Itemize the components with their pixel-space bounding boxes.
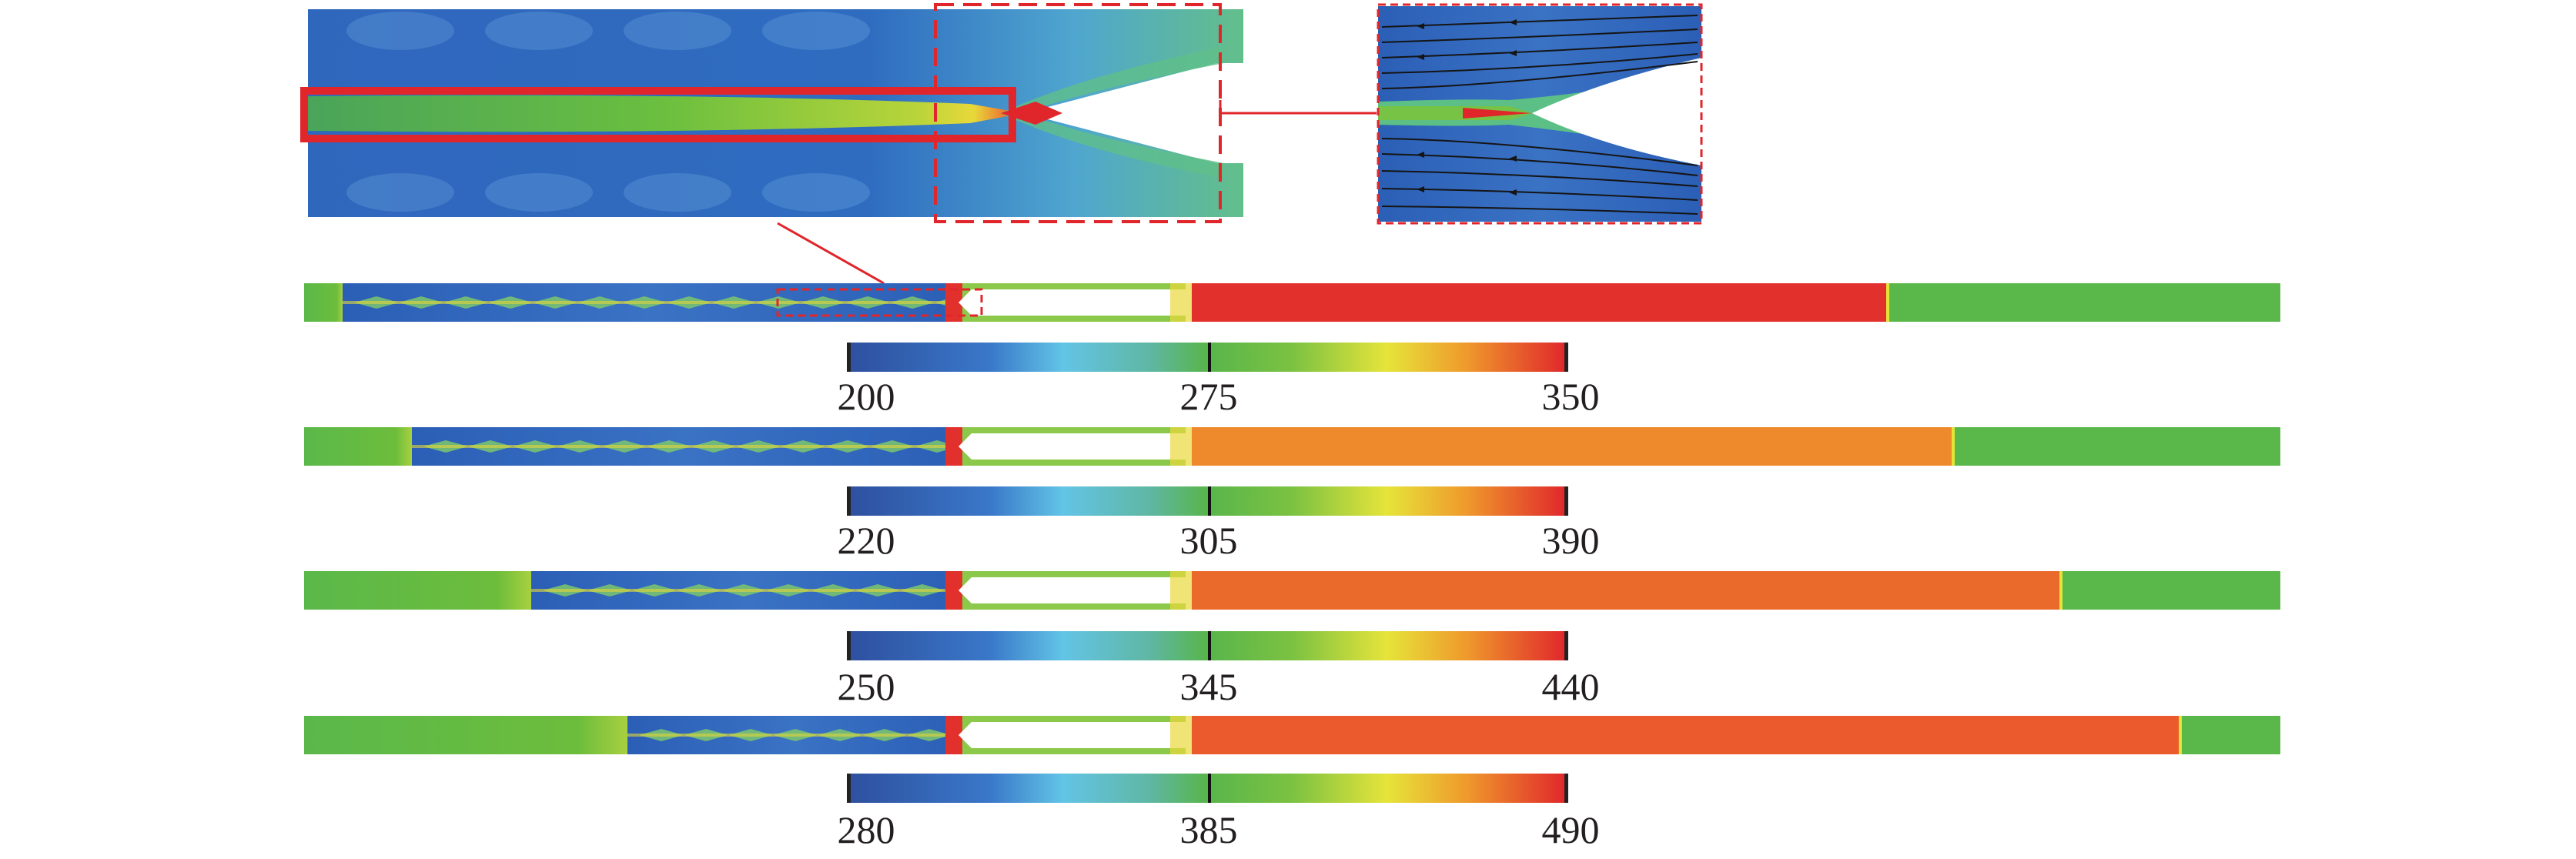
colorbar-1-mid-label: 275	[1179, 375, 1238, 418]
colorbar-1	[847, 343, 1568, 372]
strip-outlet-region	[2062, 571, 2280, 610]
zoom-highlight-box	[300, 87, 1016, 142]
strip-outlet-region	[1955, 427, 2280, 466]
colorbar-2-max-label: 390	[1541, 519, 1600, 562]
colorbar-right-edge	[1564, 631, 1568, 660]
strip-outlet-region	[1889, 283, 2280, 322]
colorbar-4-mid-label: 385	[1179, 808, 1238, 851]
strip-front	[1952, 427, 1955, 466]
strip-jet-axis	[627, 734, 947, 737]
colorbar-gradient	[847, 774, 1567, 803]
strip-front	[2179, 716, 2182, 754]
colorbar-mid-tick	[1208, 774, 1211, 803]
strip-inlet-region	[304, 571, 531, 610]
strip-hot-region	[1192, 571, 2059, 610]
colorbar-2-min-label: 220	[837, 519, 895, 562]
strip-jet-axis	[531, 589, 947, 592]
colorbar-3-mid-label: 345	[1179, 665, 1238, 708]
colorbar-4	[847, 774, 1568, 803]
strip-jet-tip	[945, 716, 962, 754]
zoom-hot-spot	[1001, 102, 1062, 125]
colorbar-mid-tick	[1208, 486, 1211, 516]
strip-cavity	[958, 722, 1216, 748]
colorbar-left-edge	[847, 631, 851, 660]
colorbar-left-edge	[847, 774, 851, 803]
strip-hot-region	[1192, 716, 2179, 754]
zoom-connector-line	[777, 222, 885, 285]
inset-jet-core	[1378, 106, 1532, 120]
zoom-shear-layer	[1001, 46, 1224, 179]
zoom-panel-left	[300, 3, 1247, 223]
colorbar-4-min-label: 280	[837, 808, 895, 851]
colorbar-1-min-label: 200	[837, 375, 895, 418]
colorbar-2-mid-label: 305	[1179, 519, 1238, 562]
inset-dashed-border	[1377, 3, 1703, 225]
strip-hot-region	[1192, 427, 1952, 466]
strip-cavity-edge	[1170, 427, 1192, 466]
inset-cavity	[1532, 58, 1701, 165]
colorbar-3-max-label: 440	[1541, 665, 1600, 708]
inset-hot-spot	[1463, 108, 1532, 119]
colorbar-1-max-label: 350	[1541, 375, 1600, 418]
strip-inlet-region	[304, 716, 627, 754]
strip-jet-tip	[945, 571, 962, 610]
strip-hot-region	[1192, 283, 1886, 322]
colorbar-right-edge	[1564, 343, 1568, 372]
strip-2	[304, 427, 2280, 466]
colorbar-4-max-label: 490	[1541, 808, 1600, 851]
colorbar-gradient	[847, 631, 1567, 660]
strip-cavity-edge	[1170, 571, 1192, 610]
zoom-cavity	[1024, 63, 1247, 163]
strip-jet-tip	[945, 283, 962, 322]
strip-inlet-region	[304, 283, 343, 322]
colorbar-mid-tick	[1208, 343, 1211, 372]
inset-streamlines	[1381, 15, 1698, 215]
colorbar-3-min-label: 250	[837, 665, 895, 708]
colorbar-2	[847, 486, 1568, 516]
strip-outlet-region	[2182, 716, 2280, 754]
colorbar-gradient	[847, 486, 1567, 516]
colorbar-left-edge	[847, 343, 851, 372]
colorbar-3	[847, 631, 1568, 660]
strip-jet-axis	[343, 301, 947, 304]
strip-3	[304, 571, 2280, 610]
inset-flow-arrows	[1417, 19, 1517, 196]
strip-4	[304, 716, 2280, 754]
colorbars	[847, 343, 1568, 803]
colorbar-right-edge	[1564, 774, 1568, 803]
strip-cavity-edge	[1170, 716, 1192, 754]
streamline-inset	[1377, 3, 1703, 225]
zoom-panel-ripples	[346, 12, 870, 212]
strip-1	[304, 283, 2280, 322]
colorbar-mid-tick	[1208, 631, 1211, 660]
strip-cavity	[958, 289, 1216, 316]
strip-zoom-marker	[776, 288, 983, 317]
strip-cavity	[958, 433, 1216, 460]
strip-front	[2059, 571, 2062, 610]
strip-cavity	[958, 577, 1216, 603]
colorbar-gradient	[847, 343, 1567, 372]
strip-inlet-region	[304, 427, 412, 466]
strip-front	[1886, 283, 1889, 322]
colorbar-left-edge	[847, 486, 851, 516]
strip-jet-axis	[412, 445, 947, 448]
colorbar-right-edge	[1564, 486, 1568, 516]
temperature-strips	[304, 283, 2280, 754]
strip-jet-tip	[945, 427, 962, 466]
strip-cavity-edge	[1170, 283, 1192, 322]
zoom-jet-core	[308, 95, 1024, 132]
